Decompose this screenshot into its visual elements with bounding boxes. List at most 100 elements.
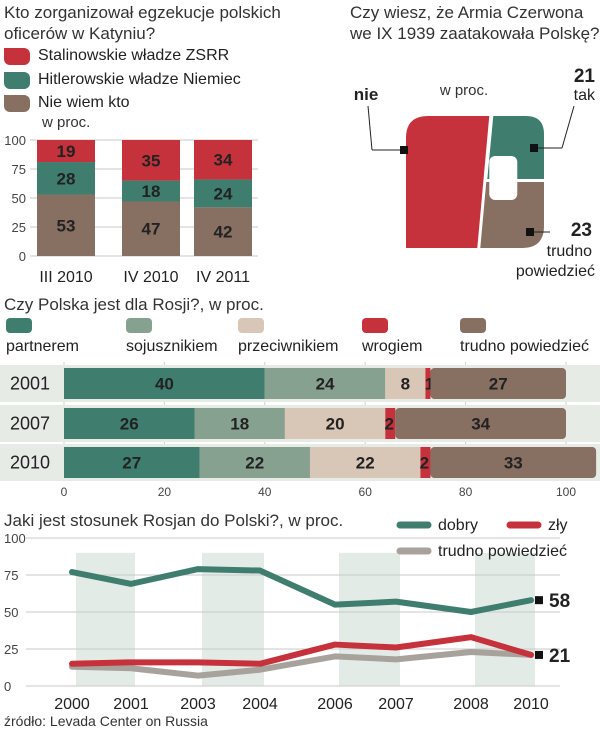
- unit-label: w proc.: [439, 82, 488, 99]
- relation-title: Czy Polska jest dla Rosji?, w proc.: [4, 295, 264, 314]
- bar-value-label: 34: [214, 151, 233, 170]
- legend-swatch: [362, 318, 388, 333]
- bar-value-label: 22: [245, 454, 264, 473]
- x-tick-label: 2007: [378, 696, 414, 712]
- bar-segment: [64, 447, 200, 478]
- legend-swatch-red: [4, 47, 30, 65]
- leader-marker: [526, 228, 534, 236]
- row-label: 2001: [10, 374, 50, 394]
- x-tick-label: 2000: [54, 696, 90, 712]
- y-tick-label: 75: [12, 162, 26, 177]
- legend-item-unknown: Nie wiem kto: [4, 93, 130, 113]
- bar-segment: [385, 408, 396, 439]
- katyn-bar-chart: w proc. 0 25 50 75 100 53 28 19 III 2010 47 18 35 IV …: [4, 114, 258, 286]
- y-tick-label: 25: [12, 220, 26, 235]
- legend-label: Stalinowskie władze ZSRR: [38, 47, 230, 64]
- y-tick-label: 50: [4, 605, 18, 620]
- end-value-label: 58: [549, 591, 570, 612]
- x-tick-label: 40: [258, 485, 272, 499]
- y-tick-label: 25: [4, 642, 18, 657]
- unit-label: w proc.: [41, 114, 90, 131]
- y-tick-label: 75: [4, 568, 18, 583]
- slice-value-trudno: 23: [571, 220, 592, 241]
- leader-marker: [400, 146, 408, 154]
- slice-label-trudno: trudno: [547, 243, 592, 260]
- bar-value-label: 19: [57, 142, 76, 161]
- bar-segment: [122, 201, 180, 256]
- bar-value-label: 26: [120, 415, 139, 434]
- bar-value-label: 24: [214, 184, 233, 203]
- bar-segment: [309, 447, 421, 478]
- legend-label: Hitlerowskie władze Niemiec: [38, 71, 241, 88]
- x-category-label: IV 2011: [196, 269, 250, 286]
- bar-segment: [385, 368, 426, 399]
- x-tick-label: 2004: [242, 696, 278, 712]
- x-tick-label: 20: [158, 485, 172, 499]
- bar-value-label: 40: [155, 375, 174, 394]
- bar-value-label: 18: [230, 415, 249, 434]
- slice-label-nie: nie: [354, 85, 379, 104]
- x-tick-label: 0: [61, 485, 68, 499]
- bar-segment: [64, 368, 265, 399]
- background-band: [475, 552, 535, 686]
- bar-segment: [194, 179, 252, 208]
- bar-segment: [199, 447, 310, 478]
- pie-notch: [489, 156, 518, 200]
- bar-value-label: 28: [57, 169, 76, 188]
- row-label: 2010: [10, 453, 50, 473]
- bar-value-label: 42: [214, 223, 233, 242]
- leader-line: [561, 105, 575, 149]
- bar-value-label: 53: [57, 216, 76, 235]
- katyn-title: Kto zorganizował egzekucje polskich ofic…: [4, 3, 281, 43]
- pie-slice-nie: [406, 116, 490, 248]
- bar-segment: [122, 180, 180, 202]
- bar-segment: [194, 408, 285, 439]
- source-note: źródło: Levada Center on Russia: [4, 713, 208, 729]
- bar-value-label: 2: [385, 415, 394, 434]
- x-tick-label: 80: [459, 485, 473, 499]
- legend-label: sojusznikiem: [126, 338, 218, 355]
- legend-swatch-green: [4, 71, 30, 89]
- bar-value-label: 8: [401, 375, 410, 394]
- y-tick-label: 0: [4, 679, 11, 694]
- series-line: [69, 648, 534, 679]
- bar-value-label: 33: [504, 454, 523, 473]
- x-category-label: III 2010: [39, 269, 92, 286]
- end-marker: [535, 650, 543, 659]
- army-title: Czy wiesz, że Armia Czerwona we IX 1939 …: [350, 3, 600, 43]
- legend-item-hitler: Hitlerowskie władze Niemiec: [4, 70, 241, 90]
- slice-label-tak: tak: [574, 87, 596, 104]
- bar-value-label: 20: [326, 415, 345, 434]
- bar-segment: [420, 447, 431, 478]
- slice-label-trudno: powiedzieć: [516, 263, 595, 280]
- bar-segment: [425, 368, 431, 399]
- slice-value-tak: 21: [574, 66, 596, 87]
- legend-label: dobry: [438, 517, 478, 534]
- bar-segment: [37, 194, 95, 256]
- bar-segment: [64, 408, 195, 439]
- legend-swatch: [6, 318, 32, 333]
- background-band: [339, 552, 400, 686]
- legend-label: trudno powiedzieć: [438, 543, 567, 560]
- y-tick-label: 0: [19, 249, 26, 264]
- bar-segment: [194, 140, 252, 180]
- bar-value-label: 1: [425, 375, 434, 394]
- x-tick-label: 2008: [453, 696, 489, 712]
- legend-item-stalin: Stalinowskie władze ZSRR: [4, 46, 229, 66]
- legend-swatch: [126, 318, 152, 333]
- bar-value-label: 2: [420, 454, 429, 473]
- x-tick-label: 2006: [317, 696, 353, 712]
- end-value-label: 21: [549, 646, 571, 667]
- x-tick-label: 60: [359, 485, 373, 499]
- bar-segment: [264, 368, 386, 399]
- x-tick-label: 100: [556, 485, 576, 499]
- bar-segment: [122, 140, 180, 181]
- x-category-label: IV 2010: [123, 269, 178, 286]
- bar-segment: [284, 408, 386, 439]
- bar-value-label: 18: [142, 182, 161, 201]
- bar-segment: [430, 368, 566, 399]
- bar-value-label: 34: [471, 415, 490, 434]
- legend-label: Nie wiem kto: [38, 94, 130, 111]
- legend-swatch: [460, 318, 486, 333]
